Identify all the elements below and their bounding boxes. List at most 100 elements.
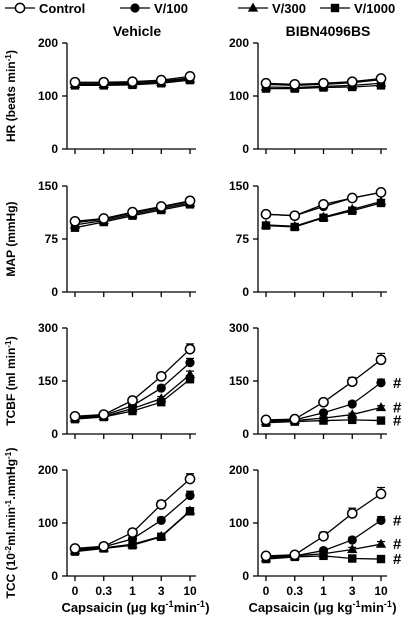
data-point xyxy=(318,199,329,210)
panel-vehicle-row-2: 0 75 150 xyxy=(38,179,196,299)
panel-vehicle-row-3: 0 150 300 xyxy=(38,321,196,441)
label-part: ) xyxy=(4,336,18,340)
x-axis-label: Capsaicin (μg kg-1 min-1 ) xyxy=(61,599,209,615)
data-point xyxy=(184,343,196,355)
significance-marker: # xyxy=(393,512,402,529)
data-point xyxy=(156,393,167,403)
x-tick-label: 10 xyxy=(183,584,197,598)
label-part: ) xyxy=(392,600,396,615)
data-point xyxy=(260,208,272,220)
y-tick-label: 200 xyxy=(229,36,249,50)
x-tick-label: 0.3 xyxy=(95,584,112,598)
data-point xyxy=(347,203,358,213)
superscript: -1 xyxy=(4,54,13,62)
data-point xyxy=(289,549,301,561)
data-point xyxy=(184,369,196,379)
panel-bibn4096bs-row-1: 0 100 200 xyxy=(229,36,387,156)
significance-marker: # xyxy=(393,551,402,568)
y-tick-label: 0 xyxy=(242,142,249,156)
legend-marker xyxy=(330,3,340,13)
significance-marker: # xyxy=(393,536,402,553)
data-point xyxy=(155,499,167,510)
data-point xyxy=(375,73,387,84)
data-point xyxy=(69,543,81,554)
panel-vehicle-row-1: 0 100 200 xyxy=(38,36,196,156)
data-point xyxy=(375,196,387,206)
label-part: TCC (10 xyxy=(4,553,18,599)
x-tick-label: 1 xyxy=(129,584,136,598)
data-point xyxy=(69,410,81,422)
data-point xyxy=(346,192,358,204)
data-point xyxy=(348,554,357,563)
label-part: min xyxy=(174,600,197,615)
y-tick-label: 200 xyxy=(38,36,58,50)
label-part: Capsaicin (μg kg xyxy=(248,600,352,615)
data-point xyxy=(155,371,167,382)
data-point xyxy=(260,414,272,426)
data-point xyxy=(185,490,195,501)
data-point xyxy=(184,505,196,515)
data-point xyxy=(376,416,386,425)
column-title-vehicle: Vehicle xyxy=(113,23,161,39)
data-point xyxy=(98,409,110,420)
superscript: -1 xyxy=(4,499,13,507)
data-point xyxy=(346,376,358,388)
superscript: -1 xyxy=(384,599,392,609)
row-label: HR (beats min-1 ) xyxy=(4,50,18,142)
significance-marker: # xyxy=(393,375,402,392)
x-tick-label: 1 xyxy=(320,584,327,598)
y-tick-label: 75 xyxy=(236,232,250,246)
data-point xyxy=(289,413,301,425)
y-tick-label: 150 xyxy=(38,179,58,193)
legend-label: V/1000 xyxy=(354,1,395,16)
x-axis-label: Capsaicin (μg kg-1 min-1 ) xyxy=(248,599,396,615)
data-point xyxy=(155,74,167,86)
data-point xyxy=(376,378,386,388)
data-point xyxy=(69,76,81,88)
superscript: -1 xyxy=(4,340,13,348)
label-part: HR (beats min xyxy=(4,61,18,142)
row-label: TCBF (ml min-1 ) xyxy=(4,336,18,425)
x-tick-label: 0 xyxy=(263,584,270,598)
label-part: ) xyxy=(4,448,18,452)
y-tick-label: 100 xyxy=(38,516,58,530)
data-point xyxy=(260,77,272,89)
superscript: -1 xyxy=(165,599,173,609)
column-title-bibn4096bs: BIBN4096BS xyxy=(286,23,371,39)
data-point xyxy=(375,402,387,412)
data-point xyxy=(156,530,167,540)
data-point xyxy=(347,399,357,409)
y-tick-label: 300 xyxy=(229,321,249,335)
label-part: TCBF (ml min xyxy=(4,348,18,426)
y-tick-label: 0 xyxy=(51,569,58,583)
data-point xyxy=(318,545,329,556)
data-point xyxy=(127,76,138,88)
data-point xyxy=(98,213,110,224)
data-point xyxy=(98,540,110,552)
data-point xyxy=(127,395,138,406)
data-point xyxy=(347,409,358,419)
panel-vehicle-row-4: 0 100 200 0 0.3 1 3 10 xyxy=(38,463,197,598)
superscript: -1 xyxy=(4,451,13,459)
data-point xyxy=(347,544,358,554)
y-tick-label: 0 xyxy=(242,285,249,299)
x-tick-label: 0.3 xyxy=(286,584,303,598)
data-point xyxy=(318,211,329,221)
x-tick-label: 3 xyxy=(158,584,165,598)
data-point xyxy=(156,383,166,393)
legend-marker xyxy=(247,2,259,12)
y-tick-label: 100 xyxy=(229,516,249,530)
superscript: -1 xyxy=(197,599,205,609)
data-point xyxy=(98,76,110,88)
column-titles: Vehicle BIBN4096BS xyxy=(113,23,371,39)
y-tick-label: 200 xyxy=(38,463,58,477)
row-labels: HR (beats min-1 )MAP (mmHg)TCBF (ml min-… xyxy=(4,50,18,599)
data-point xyxy=(376,515,386,525)
significance-marker: # xyxy=(393,400,402,417)
label-part: min xyxy=(361,600,384,615)
data-point xyxy=(347,535,357,545)
y-tick-label: 100 xyxy=(38,89,58,103)
label-part: MAP (mmHg) xyxy=(4,201,18,276)
data-point xyxy=(318,77,329,89)
data-point xyxy=(289,210,301,222)
